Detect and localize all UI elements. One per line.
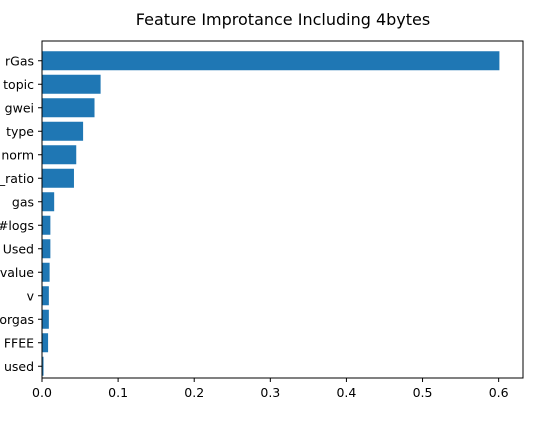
bar-6 [42, 192, 55, 212]
bar-4 [42, 145, 77, 165]
x-tick-label-2: 0.2 [184, 385, 204, 400]
y-tick-label-6: gas [12, 194, 34, 209]
y-tick-label-8: Used [3, 241, 34, 256]
bar-1 [42, 74, 101, 94]
bars-group [42, 51, 500, 376]
bar-0 [42, 51, 500, 71]
y-tick-label-0: rGas [5, 53, 34, 68]
chart-title: Feature Improtance Including 4bytes [136, 10, 430, 29]
bar-5 [42, 168, 74, 188]
y-tick-label-13: used [4, 359, 34, 374]
y-tick-label-10: v [27, 288, 35, 303]
y-tick-label-9: value [0, 265, 34, 280]
x-tick-label-6: 0.6 [489, 385, 509, 400]
x-axis-ticks: 0.0 0.1 0.2 0.3 0.4 0.5 0.6 [32, 378, 509, 400]
bar-7 [42, 215, 51, 235]
y-tick-label-2: gwei [5, 100, 34, 115]
bar-10 [42, 286, 49, 306]
x-tick-label-4: 0.4 [336, 385, 356, 400]
y-tick-label-5: _ratio [0, 171, 34, 186]
y-tick-label-4: norm [1, 147, 34, 162]
bar-12 [42, 333, 49, 353]
x-tick-label-0: 0.0 [32, 385, 52, 400]
x-tick-label-3: 0.3 [260, 385, 280, 400]
x-tick-label-5: 0.5 [413, 385, 433, 400]
y-tick-label-12: FFEE [4, 335, 34, 350]
y-tick-label-1: topic [3, 77, 34, 92]
bar-9 [42, 262, 50, 282]
bar-13 [42, 356, 44, 376]
y-tick-label-7: #logs [0, 218, 34, 233]
bar-3 [42, 121, 84, 141]
x-tick-label-1: 0.1 [108, 385, 128, 400]
y-tick-label-11: orgas [0, 312, 34, 327]
plot-frame [41, 40, 524, 379]
y-tick-label-3: type [6, 124, 34, 139]
bar-11 [42, 309, 49, 329]
bar-2 [42, 98, 95, 118]
bar-8 [42, 239, 51, 259]
